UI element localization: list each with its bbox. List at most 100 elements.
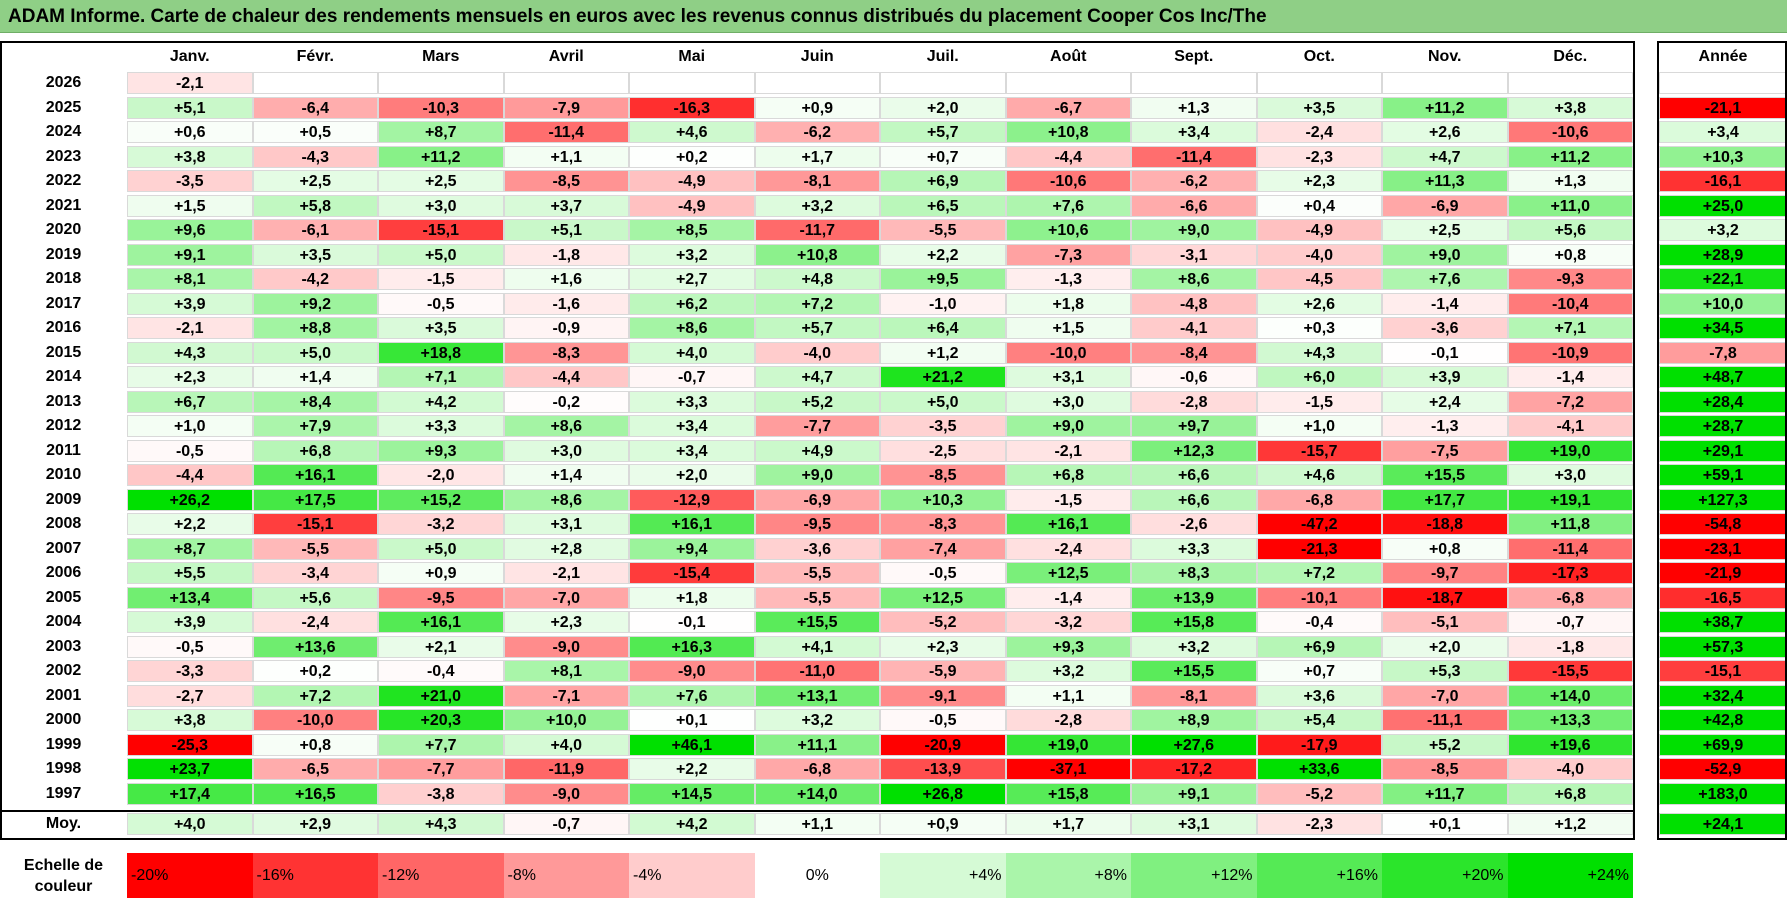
heatmap-cell: +2,6 (1256, 292, 1382, 315)
heatmap-cell: -4,4 (1005, 145, 1131, 168)
heatmap-cell: +7,7 (378, 733, 504, 756)
heatmap-cell: +0,9 (378, 562, 504, 584)
heatmap-cell: -8,1 (1131, 684, 1257, 707)
heatmap-cell: -11,7 (754, 219, 880, 241)
heatmap-cell: +9,6 (127, 219, 253, 241)
heatmap-cell: -2,8 (1005, 709, 1131, 731)
heatmap-cell: -3,5 (127, 170, 253, 192)
heatmap-cell: +16,1 (378, 611, 504, 633)
heatmap-cell: +2,2 (127, 513, 253, 535)
heatmap-cell: +4,6 (629, 121, 755, 143)
annual-cell: -15,1 (1659, 660, 1787, 682)
heatmap-cell: -15,1 (378, 219, 504, 241)
heatmap-cell: -21,3 (1256, 537, 1382, 560)
heatmap-cell: +4,9 (754, 439, 880, 462)
year-row-label: 2021 (45, 196, 82, 214)
heatmap-cell: +23,7 (127, 758, 253, 780)
heatmap-cell: +2,7 (629, 268, 755, 290)
heatmap-cell: -5,2 (880, 611, 1006, 633)
heatmap-cell: +2,4 (1382, 390, 1508, 413)
year-row-label: 2018 (45, 270, 82, 287)
heatmap-cell: -7,9 (503, 96, 629, 119)
heatmap-cell: +13,4 (127, 586, 253, 609)
heatmap-cell (754, 72, 880, 94)
color-scale-swatch: -16% (252, 853, 378, 898)
heatmap-cell: +1,5 (127, 194, 253, 217)
heatmap-cell: +1,7 (1005, 813, 1131, 835)
heatmap-cell: -47,2 (1256, 513, 1382, 535)
heatmap-cell: -7,4 (880, 537, 1006, 560)
heatmap-cell: -5,5 (754, 586, 880, 609)
heatmap-cell: -8,5 (880, 464, 1006, 486)
heatmap-cell: +1,8 (629, 586, 755, 609)
heatmap-cell: +1,0 (127, 415, 253, 437)
heatmap-cell: +8,4 (252, 390, 378, 413)
annual-cell: -23,1 (1659, 537, 1787, 560)
heatmap-cell: +1,8 (1005, 292, 1131, 315)
heatmap-cell: -10,0 (1005, 341, 1131, 364)
heatmap-cell: -6,9 (1382, 194, 1508, 217)
heatmap-cell: +19,1 (1507, 488, 1633, 511)
heatmap-cell: -25,3 (127, 733, 253, 756)
heatmap-cell: -4,4 (503, 366, 629, 388)
heatmap-cell: +3,0 (503, 439, 629, 462)
heatmap-cell: -2,0 (378, 464, 504, 486)
heatmap-cell: +13,6 (252, 635, 378, 658)
heatmap-cell: +5,7 (754, 317, 880, 339)
annual-cell: +59,1 (1659, 464, 1787, 486)
heatmap-cell: -2,4 (1256, 121, 1382, 143)
year-row-label: 2008 (45, 515, 82, 532)
heatmap-cell: +3,9 (127, 292, 253, 315)
heatmap-cell: -8,3 (503, 341, 629, 364)
annual-cell: +3,2 (1659, 219, 1787, 241)
heatmap-cell: +1,2 (1507, 813, 1633, 835)
heatmap-cell: +15,5 (1382, 464, 1508, 486)
heatmap-cell: -1,6 (503, 292, 629, 315)
annual-cell: +28,7 (1659, 415, 1787, 437)
column-header: Mars (422, 48, 460, 65)
heatmap-cell: -10,6 (1005, 170, 1131, 192)
color-scale-swatch: -4% (629, 853, 755, 898)
year-row-label: 2002 (45, 662, 82, 679)
heatmap-cell: -6,8 (1507, 586, 1633, 609)
heatmap-cell: +9,0 (1005, 415, 1131, 437)
color-scale-swatch: +20% (1382, 853, 1508, 898)
heatmap-cell: +17,4 (127, 782, 253, 805)
heatmap-cell: +3,3 (629, 390, 755, 413)
heatmap-cell: -3,8 (378, 782, 504, 805)
heatmap-cell: +4,0 (503, 733, 629, 756)
heatmap-cell: +6,8 (1507, 782, 1633, 805)
heatmap-cell: -1,5 (1005, 488, 1131, 511)
heatmap-cell: +16,1 (252, 464, 378, 486)
annual-cell: -16,1 (1659, 170, 1787, 192)
heatmap-cell: -0,1 (629, 611, 755, 633)
heatmap-cell: +3,2 (754, 194, 880, 217)
heatmap-cell: +13,1 (754, 684, 880, 707)
heatmap-cell: +18,8 (378, 341, 504, 364)
annual-cell: +28,4 (1659, 390, 1787, 413)
heatmap-cell: +7,2 (754, 292, 880, 315)
year-row-label: 2024 (45, 123, 82, 140)
year-row-label: 2003 (45, 637, 82, 655)
heatmap-cell: +2,5 (378, 170, 504, 192)
year-row-label: 2007 (45, 539, 82, 557)
heatmap-cell: -0,5 (378, 292, 504, 315)
heatmap-cell: +13,3 (1507, 709, 1633, 731)
heatmap-cell: +1,0 (1256, 415, 1382, 437)
annual-cell: +10,0 (1659, 292, 1787, 315)
heatmap-cell: -1,4 (1005, 586, 1131, 609)
heatmap-cell: -9,0 (503, 782, 629, 805)
year-row-label: 2013 (45, 392, 82, 410)
heatmap-cell: +2,0 (629, 464, 755, 486)
annual-cell: +34,5 (1659, 317, 1787, 339)
heatmap-cell: +11,1 (754, 733, 880, 756)
heatmap-cell: +3,2 (629, 243, 755, 266)
heatmap-cell: -2,6 (1131, 513, 1257, 535)
column-header: Avril (548, 48, 584, 65)
color-scale-swatch: +8% (1005, 853, 1131, 898)
heatmap-cell: +0,8 (1507, 243, 1633, 266)
heatmap-cell: -17,2 (1131, 758, 1257, 780)
heatmap-cell: +15,5 (1131, 660, 1257, 682)
heatmap-cell: +3,8 (127, 709, 253, 731)
heatmap-cell: -11,4 (1131, 145, 1257, 168)
